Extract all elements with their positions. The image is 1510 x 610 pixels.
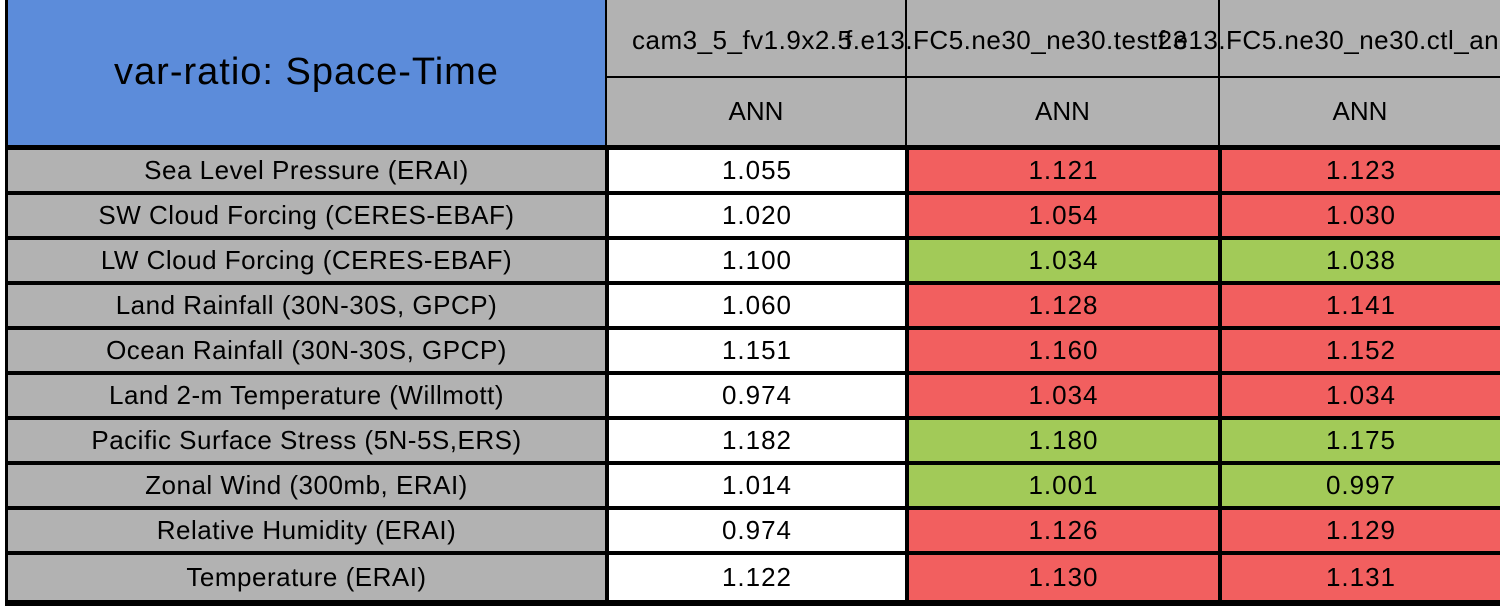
row-label: Ocean Rainfall (30N-30S, GPCP) [8, 330, 605, 375]
season-label: ANN [1332, 96, 1388, 126]
season-header-cell-1: ANN [605, 78, 905, 150]
value-cell: 1.055 [605, 150, 905, 195]
value-cell: 1.020 [605, 195, 905, 240]
value-cell: 1.175 [1218, 420, 1500, 465]
value-cell: 1.131 [1218, 555, 1500, 600]
value-cell: 1.060 [605, 285, 905, 330]
row-label: LW Cloud Forcing (CERES-EBAF) [8, 240, 605, 285]
season-header-cell-3: ANN [1218, 78, 1500, 150]
value-cell: 1.160 [905, 330, 1218, 375]
value-cell: 1.152 [1218, 330, 1500, 375]
case-header-cell-3 [1218, 0, 1500, 78]
value-cell: 1.182 [605, 420, 905, 465]
value-cell: 0.974 [605, 375, 905, 420]
season-label: ANN [1035, 96, 1090, 126]
value-cell: 1.141 [1218, 285, 1500, 330]
value-cell: 1.038 [1218, 240, 1500, 285]
value-cell: 0.997 [1218, 465, 1500, 510]
value-cell: 1.122 [605, 555, 905, 600]
value-cell: 1.129 [1218, 510, 1500, 555]
value-cell: 1.123 [1218, 150, 1500, 195]
row-label: Zonal Wind (300mb, ERAI) [8, 465, 605, 510]
case-header-cell-1 [605, 0, 905, 78]
row-label: Temperature (ERAI) [8, 555, 605, 600]
value-cell: 1.128 [905, 285, 1218, 330]
value-cell: 1.030 [1218, 195, 1500, 240]
value-cell: 1.121 [905, 150, 1218, 195]
value-cell: 1.100 [605, 240, 905, 285]
value-cell: 1.034 [1218, 375, 1500, 420]
row-label: Land 2-m Temperature (Willmott) [8, 375, 605, 420]
value-cell: 1.014 [605, 465, 905, 510]
row-label: Land Rainfall (30N-30S, GPCP) [8, 285, 605, 330]
row-label: Sea Level Pressure (ERAI) [8, 150, 605, 195]
row-label: Relative Humidity (ERAI) [8, 510, 605, 555]
value-cell: 1.151 [605, 330, 905, 375]
season-label: ANN [728, 96, 784, 126]
case-header-cell-2 [905, 0, 1218, 78]
row-label: Pacific Surface Stress (5N-5S,ERS) [8, 420, 605, 465]
value-cell: 1.034 [905, 375, 1218, 420]
table-title-cell: var-ratio: Space-Time [8, 0, 605, 150]
var-ratio-table: var-ratio: Space-Time ANN ANN ANN Sea Le… [5, 0, 1500, 606]
value-cell: 1.054 [905, 195, 1218, 240]
season-header-cell-2: ANN [905, 78, 1218, 150]
value-cell: 1.180 [905, 420, 1218, 465]
value-cell: 0.974 [605, 510, 905, 555]
value-cell: 1.001 [905, 465, 1218, 510]
value-cell: 1.126 [905, 510, 1218, 555]
row-label: SW Cloud Forcing (CERES-EBAF) [8, 195, 605, 240]
value-cell: 1.130 [905, 555, 1218, 600]
value-cell: 1.034 [905, 240, 1218, 285]
table-title: var-ratio: Space-Time [114, 51, 499, 93]
